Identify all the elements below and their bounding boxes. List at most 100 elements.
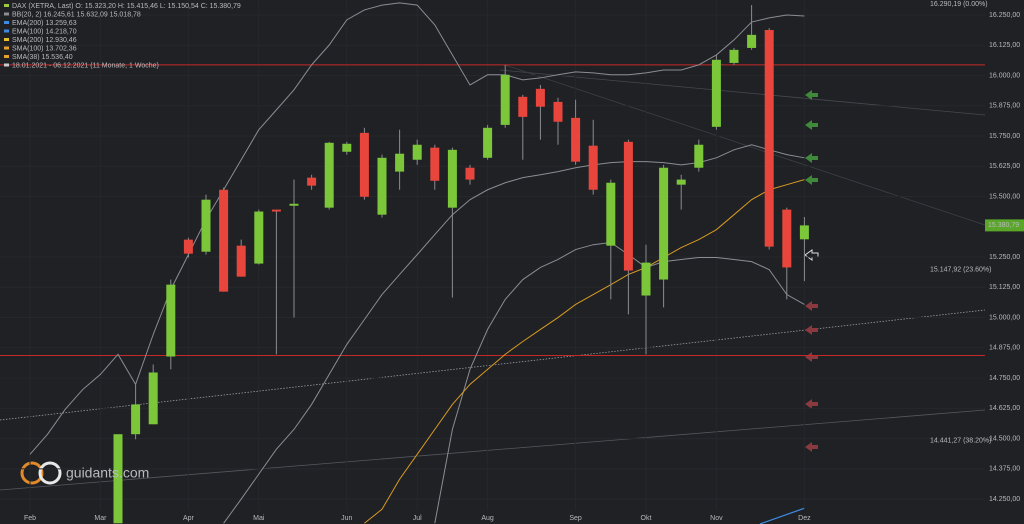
trend-line xyxy=(499,69,986,116)
trend-line xyxy=(0,409,986,491)
y-tick-label: 15.250,00 xyxy=(989,254,1020,261)
arrow xyxy=(804,249,819,261)
x-tick-label: Mai xyxy=(253,515,265,522)
candle-body xyxy=(289,203,299,206)
candle-body xyxy=(201,199,211,252)
candle-body xyxy=(623,141,633,271)
candle-body xyxy=(377,157,387,215)
x-tick-label: Nov xyxy=(710,515,723,522)
y-tick-label: 15.625,00 xyxy=(989,163,1020,170)
candle-body xyxy=(395,153,405,172)
legend-swatch xyxy=(4,12,9,16)
candle-body xyxy=(676,179,686,185)
x-tick-label: Sep xyxy=(569,515,582,522)
candle-body xyxy=(465,167,475,180)
candle-body xyxy=(571,117,581,162)
legend-text: BB(20, 2) 16.245,61 15.632,09 15.018,78 xyxy=(12,11,141,18)
logo-ring xyxy=(20,461,44,485)
candle-body xyxy=(359,132,369,197)
legend-text: SMA(38) 15.536,40 xyxy=(12,54,73,61)
x-tick-label: Apr xyxy=(183,515,195,522)
y-tick-label: 14.500,00 xyxy=(989,435,1020,442)
candle-body xyxy=(553,101,563,122)
candle-body xyxy=(166,284,176,357)
y-tick-label: 16.125,00 xyxy=(989,42,1020,49)
candle-body xyxy=(641,262,651,296)
candle-body xyxy=(782,209,792,268)
candle-body xyxy=(148,372,158,425)
logo-ring xyxy=(38,461,62,485)
candle-body xyxy=(747,34,757,48)
candle-body xyxy=(483,127,493,158)
candle-body xyxy=(412,144,422,160)
legend-text: DAX (XETRA, Last) O: 15.323,20 H: 15.415… xyxy=(12,3,241,10)
y-tick-label: 14.250,00 xyxy=(989,496,1020,503)
last-price-label: 15.380,79 xyxy=(988,222,1019,229)
arrow xyxy=(805,175,818,185)
candle-body xyxy=(606,182,616,246)
candle-body xyxy=(447,149,457,208)
arrow xyxy=(805,120,818,130)
candle-body xyxy=(342,143,352,152)
candle-body xyxy=(219,189,229,292)
legend-swatch xyxy=(4,38,9,41)
x-tick-label: Jun xyxy=(341,515,352,522)
x-tick-label: Jul xyxy=(413,515,422,522)
arrow xyxy=(805,90,818,100)
x-tick-label: Feb xyxy=(24,515,36,522)
x-tick-label: Dez xyxy=(798,515,811,522)
legend-text: SMA(200) 12.930,46 xyxy=(12,37,77,44)
candle-body xyxy=(307,177,317,186)
y-tick-label: 14.625,00 xyxy=(989,405,1020,412)
legend-swatch xyxy=(4,46,9,50)
y-tick-label: 15.000,00 xyxy=(989,314,1020,321)
candle-body xyxy=(518,96,528,117)
candle-body xyxy=(711,59,721,127)
legend-text: SMA(100) 13.702,36 xyxy=(12,45,77,52)
x-tick-label: Mar xyxy=(94,515,107,522)
y-tick-label: 14.875,00 xyxy=(989,345,1020,352)
legend-text: EMA(100) 14.218,70 xyxy=(12,28,77,35)
arrow xyxy=(805,399,818,409)
candle-body xyxy=(430,147,440,181)
legend-swatch xyxy=(4,29,9,33)
y-tick-label: 16.000,00 xyxy=(989,72,1020,79)
y-tick-label: 15.750,00 xyxy=(989,133,1020,140)
watermark-logo xyxy=(20,461,62,485)
annotation-label: 14.441,27 (38.20%) xyxy=(930,438,992,445)
legend-swatch xyxy=(4,55,9,58)
legend-swatch xyxy=(4,21,9,24)
annotation-label: 16.290,19 (0.00%) xyxy=(930,1,988,8)
overlay-line xyxy=(434,241,805,524)
y-tick-label: 14.375,00 xyxy=(989,466,1020,473)
annotation-label: 15.147,92 (23.60%) xyxy=(930,267,992,274)
arrows xyxy=(804,90,819,452)
arrow xyxy=(805,352,818,362)
overlay-line xyxy=(364,179,805,524)
candle-body xyxy=(183,239,193,254)
candle-body xyxy=(659,167,669,280)
candle-body xyxy=(729,49,739,63)
arrow xyxy=(805,153,818,163)
candle-body xyxy=(324,142,334,208)
candle-body xyxy=(535,88,545,107)
candle-body xyxy=(694,144,704,168)
last-price-box xyxy=(985,219,1024,232)
legend-swatch xyxy=(4,4,9,7)
candle-body xyxy=(236,245,246,277)
overlay-line xyxy=(223,144,805,524)
y-tick-label: 15.125,00 xyxy=(989,284,1020,291)
candle-body xyxy=(271,209,281,212)
legend-text: EMA(200) 13.259,63 xyxy=(12,20,77,27)
overlay-line xyxy=(29,2,805,455)
candle-body xyxy=(799,225,809,240)
arrow xyxy=(805,325,818,335)
candle-body xyxy=(500,74,510,125)
arrow xyxy=(805,301,818,311)
legend-text: 18.01.2021 - 06.12.2021 (11 Monate, 1 Wo… xyxy=(12,62,159,69)
y-tick-label: 15.500,00 xyxy=(989,193,1020,200)
legend-swatch xyxy=(4,63,9,67)
y-tick-label: 16.250,00 xyxy=(989,12,1020,19)
